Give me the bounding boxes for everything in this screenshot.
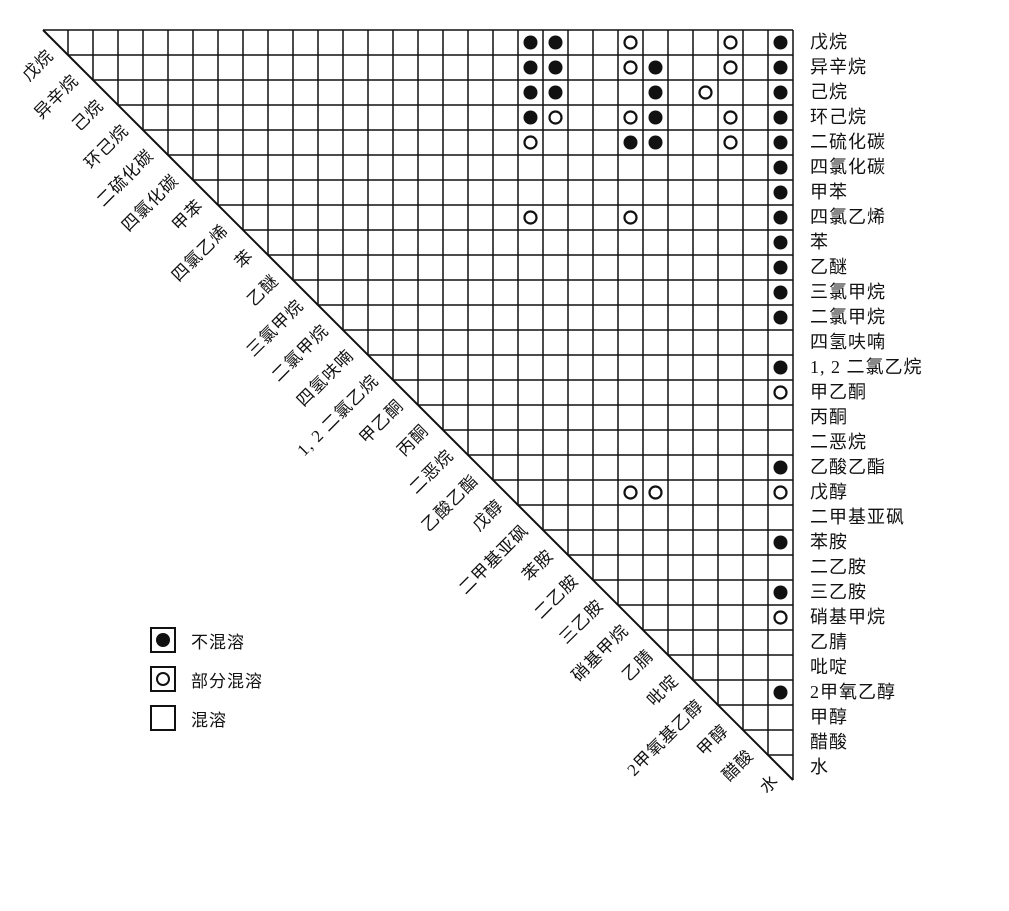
row-label: 二硫化碳 bbox=[810, 132, 886, 152]
immiscible-mark bbox=[648, 110, 663, 125]
legend-label: 不混溶 bbox=[191, 632, 245, 652]
immiscible-mark bbox=[548, 85, 563, 100]
immiscible-mark bbox=[773, 360, 788, 375]
miscibility-chart-figure: 戊烷异辛烷己烷环己烷二硫化碳四氯化碳甲苯四氯乙烯苯乙醚三氯甲烷二氯甲烷四氢呋喃 1… bbox=[18, 29, 923, 798]
partial-swatch bbox=[150, 666, 176, 692]
immiscible-mark bbox=[648, 135, 663, 150]
miscibility-marks bbox=[523, 35, 788, 700]
immiscible-mark bbox=[648, 85, 663, 100]
partial-miscible-mark bbox=[773, 385, 788, 400]
row-label: 甲醇 bbox=[810, 707, 848, 727]
partial-miscible-mark bbox=[623, 485, 638, 500]
diagonal-line bbox=[42, 29, 794, 781]
row-label: 二恶烷 bbox=[810, 432, 867, 452]
row-label: 甲乙酮 bbox=[810, 382, 867, 402]
row-label: 环己烷 bbox=[810, 107, 867, 127]
partial-miscible-mark bbox=[698, 85, 713, 100]
row-label: 硝基甲烷 bbox=[810, 607, 886, 627]
row-label: 丙酮 bbox=[810, 407, 848, 427]
partial-miscible-mark bbox=[623, 110, 638, 125]
immiscible-mark bbox=[773, 60, 788, 75]
immiscible-mark bbox=[773, 535, 788, 550]
miscible-swatch bbox=[150, 705, 176, 731]
partial-miscible-mark bbox=[623, 210, 638, 225]
partial-miscible-mark bbox=[723, 110, 738, 125]
legend-item-miscible: 混溶 bbox=[150, 705, 263, 731]
row-label: 己烷 bbox=[810, 82, 848, 102]
legend-label: 混溶 bbox=[191, 710, 227, 730]
immiscible-mark bbox=[548, 35, 563, 50]
row-label: 四氢呋喃 bbox=[810, 332, 886, 352]
immiscible-mark bbox=[773, 135, 788, 150]
partial-miscible-mark bbox=[548, 110, 563, 125]
partial-miscible-mark bbox=[723, 35, 738, 50]
row-label: 二乙胺 bbox=[810, 557, 867, 577]
row-label: 甲苯 bbox=[810, 182, 848, 202]
row-label: 三乙胺 bbox=[810, 582, 867, 602]
partial-miscible-mark bbox=[723, 60, 738, 75]
immiscible-mark bbox=[523, 85, 538, 100]
immiscible-swatch bbox=[150, 627, 176, 653]
partial-miscible-mark bbox=[623, 35, 638, 50]
immiscible-mark bbox=[773, 585, 788, 600]
row-label: 1, 2 二氯乙烷 bbox=[810, 357, 923, 377]
immiscible-mark bbox=[773, 210, 788, 225]
immiscible-mark bbox=[773, 285, 788, 300]
immiscible-mark bbox=[773, 185, 788, 200]
immiscible-mark bbox=[773, 35, 788, 50]
immiscible-mark bbox=[648, 60, 663, 75]
row-label: 2甲氧乙醇 bbox=[810, 682, 896, 702]
row-label: 二甲基亚砜 bbox=[810, 507, 905, 527]
open-circle-icon bbox=[156, 672, 170, 686]
partial-miscible-mark bbox=[773, 610, 788, 625]
legend-item-partial: 部分混溶 bbox=[150, 666, 263, 692]
row-label: 戊烷 bbox=[810, 32, 848, 52]
immiscible-mark bbox=[773, 460, 788, 475]
row-label: 异辛烷 bbox=[810, 57, 867, 77]
immiscible-mark bbox=[773, 85, 788, 100]
immiscible-mark bbox=[523, 110, 538, 125]
immiscible-mark bbox=[773, 160, 788, 175]
immiscible-mark bbox=[548, 60, 563, 75]
immiscible-mark bbox=[773, 685, 788, 700]
immiscible-mark bbox=[523, 60, 538, 75]
partial-miscible-mark bbox=[648, 485, 663, 500]
partial-miscible-mark bbox=[523, 135, 538, 150]
row-label: 水 bbox=[810, 757, 829, 777]
partial-miscible-mark bbox=[523, 210, 538, 225]
row-label: 苯胺 bbox=[810, 532, 848, 552]
immiscible-mark bbox=[623, 135, 638, 150]
legend: 不混溶 部分混溶 混溶 bbox=[150, 627, 263, 744]
legend-label: 部分混溶 bbox=[191, 671, 263, 691]
row-label: 乙醚 bbox=[810, 257, 848, 277]
grid-svg bbox=[42, 29, 794, 781]
row-label: 三氯甲烷 bbox=[810, 282, 886, 302]
row-label: 二氯甲烷 bbox=[810, 307, 886, 327]
row-label: 醋酸 bbox=[810, 732, 848, 752]
immiscible-mark bbox=[523, 35, 538, 50]
filled-circle-icon bbox=[156, 633, 170, 647]
grid-lines bbox=[43, 29, 794, 780]
partial-miscible-mark bbox=[623, 60, 638, 75]
row-label: 乙腈 bbox=[810, 632, 848, 652]
row-label: 四氯化碳 bbox=[810, 157, 886, 177]
row-label: 乙酸乙酯 bbox=[810, 457, 886, 477]
immiscible-mark bbox=[773, 110, 788, 125]
immiscible-mark bbox=[773, 310, 788, 325]
legend-item-immiscible: 不混溶 bbox=[150, 627, 263, 653]
immiscible-mark bbox=[773, 260, 788, 275]
row-label: 吡啶 bbox=[810, 657, 848, 677]
row-label: 戊醇 bbox=[810, 482, 848, 502]
partial-miscible-mark bbox=[773, 485, 788, 500]
partial-miscible-mark bbox=[723, 135, 738, 150]
row-label: 四氯乙烯 bbox=[810, 207, 886, 227]
row-label: 苯 bbox=[810, 232, 829, 252]
immiscible-mark bbox=[773, 235, 788, 250]
